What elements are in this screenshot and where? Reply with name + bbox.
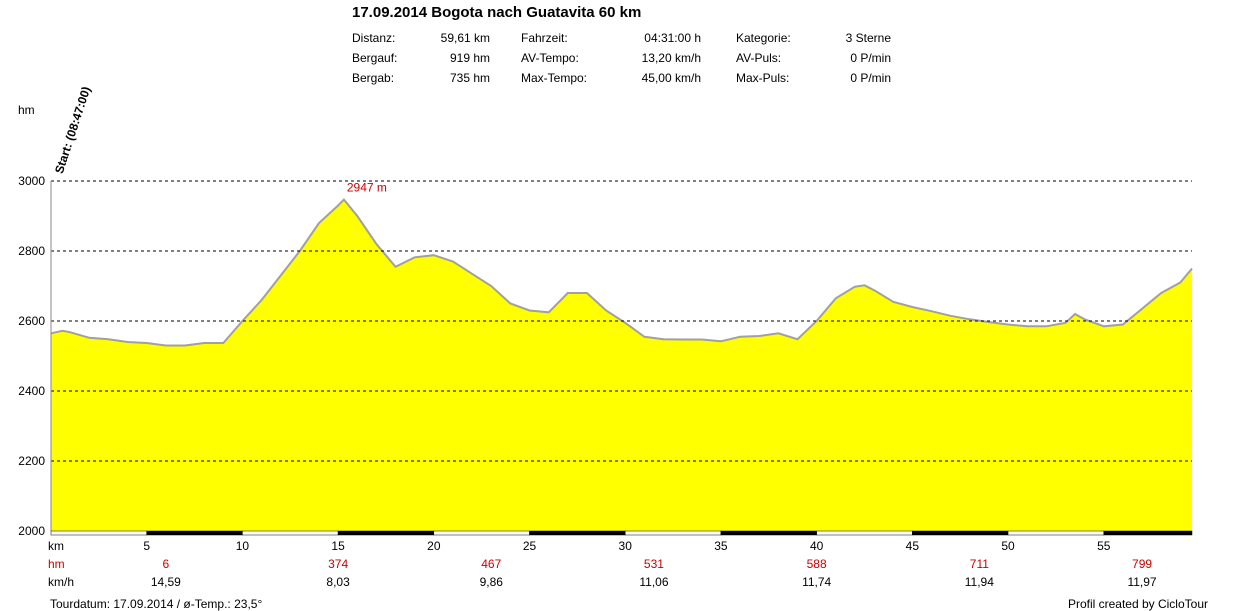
- y-tick-label-2200: 2200: [18, 454, 45, 468]
- stat-label-bergab: Bergab:: [352, 71, 395, 85]
- y-tick-label-2600: 2600: [18, 314, 45, 328]
- peak-label: 2947 m: [347, 181, 387, 195]
- x-tick-label-15: 15: [331, 539, 345, 553]
- speed-value-2: 9,86: [480, 575, 504, 589]
- x-tick-label-25: 25: [523, 539, 537, 553]
- stat-label-max-tempo: Max-Tempo:: [521, 71, 588, 85]
- speed-value-3: 11,06: [639, 575, 668, 589]
- hm-value-1: 374: [328, 557, 348, 571]
- x-tick-label-55: 55: [1097, 539, 1111, 553]
- speed-value-0: 14,59: [151, 575, 181, 589]
- km-bar-segment-50: [1007, 530, 1105, 536]
- km-bar-segment-55: [1103, 530, 1193, 536]
- y-tick-label-2400: 2400: [18, 384, 45, 398]
- hm-value-4: 588: [807, 557, 827, 571]
- hm-row-label: hm: [48, 557, 65, 571]
- y-axis-label: hm: [18, 103, 35, 117]
- hm-value-6: 799: [1132, 557, 1152, 571]
- x-tick-label-5: 5: [143, 539, 150, 553]
- x-tick-label-35: 35: [714, 539, 728, 553]
- speed-value-4: 11,74: [802, 575, 831, 589]
- y-tick-label-2800: 2800: [18, 244, 45, 258]
- hm-value-5: 711: [970, 557, 989, 571]
- speed-value-5: 11,94: [965, 575, 994, 589]
- y-tick-label-2000: 2000: [18, 524, 45, 538]
- x-tick-label-20: 20: [427, 539, 441, 553]
- stat-label-av-puls: AV-Puls:: [736, 51, 782, 65]
- footer-tour-date: Tourdatum: 17.09.2014 / ø-Temp.: 23,5°: [50, 597, 263, 611]
- hm-value-2: 467: [481, 557, 501, 571]
- speed-value-6: 11,97: [1127, 575, 1156, 589]
- stat-label-max-puls: Max-Puls:: [736, 71, 790, 85]
- elevation-line: [50, 198, 1193, 347]
- stat-value-fahrzeit: 04:31:00 h: [644, 31, 701, 45]
- stat-value-kategorie: 3 Sterne: [845, 31, 891, 45]
- km-bar-segment-25: [529, 530, 626, 536]
- stat-label-kategorie: Kategorie:: [736, 31, 791, 45]
- speed-row-label: km/h: [48, 575, 74, 589]
- km-bar-segment-20: [433, 530, 530, 536]
- km-bar-segment-45: [912, 530, 1009, 536]
- stat-label-distanz: Distanz:: [352, 31, 396, 45]
- footer-credit: Profil created by CicloTour: [1067, 597, 1208, 611]
- x-tick-label-30: 30: [619, 539, 633, 553]
- stat-value-max-puls: 0 P/min: [850, 71, 891, 85]
- stat-label-av-tempo: AV-Tempo:: [521, 51, 579, 65]
- stat-value-distanz: 59,61 km: [440, 31, 490, 45]
- km-bar-segment-0: [50, 530, 147, 536]
- x-tick-label-40: 40: [810, 539, 824, 553]
- y-tick-label-3000: 3000: [18, 174, 45, 188]
- x-axis-label: km: [48, 539, 64, 553]
- elevation-area: [51, 199, 1192, 531]
- speed-value-1: 8,03: [326, 575, 350, 589]
- stat-label-fahrzeit: Fahrzeit:: [521, 31, 568, 45]
- stat-value-av-puls: 0 P/min: [850, 51, 891, 65]
- km-bar-segment-10: [242, 530, 339, 536]
- x-tick-label-10: 10: [236, 539, 250, 553]
- km-bar-segment-30: [624, 530, 722, 536]
- stat-value-av-tempo: 13,20 km/h: [641, 51, 701, 65]
- stat-label-bergauf: Bergauf:: [352, 51, 398, 65]
- x-tick-label-50: 50: [1001, 539, 1015, 553]
- km-bar-segment-40: [816, 530, 913, 536]
- stat-value-max-tempo: 45,00 km/h: [641, 71, 701, 85]
- stat-value-bergab: 735 hm: [449, 71, 490, 85]
- stat-value-bergauf: 919 hm: [449, 51, 490, 65]
- hm-value-3: 531: [644, 557, 664, 571]
- hm-value-0: 6: [163, 557, 170, 571]
- x-tick-label-45: 45: [906, 539, 920, 553]
- km-bar-segment-15: [337, 530, 435, 536]
- km-bar-segment-35: [720, 530, 817, 536]
- km-bar-segment-5: [146, 530, 243, 536]
- chart-title: 17.09.2014 Bogota nach Guatavita 60 km: [352, 4, 642, 21]
